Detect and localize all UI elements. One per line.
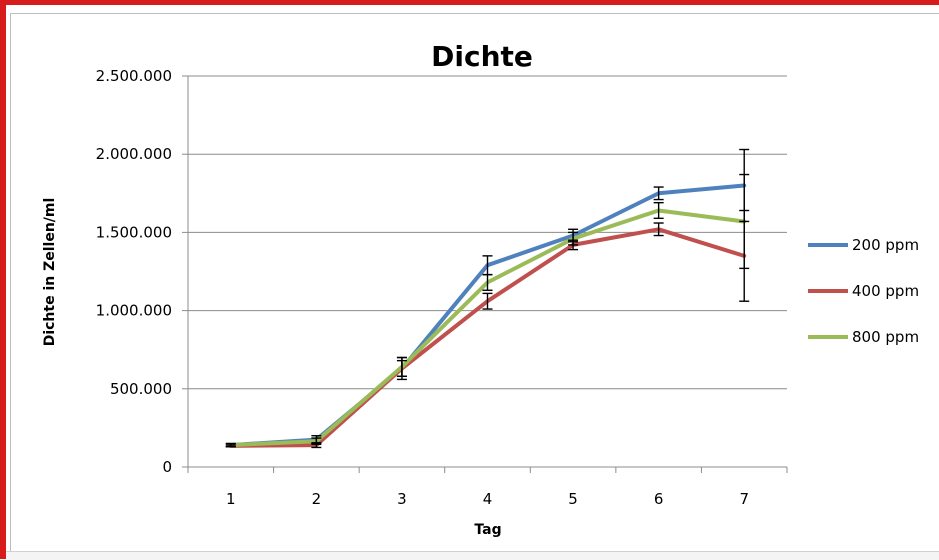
x-tick-label: 1 [226, 490, 236, 508]
error-bars [225, 148, 750, 449]
legend: 200 ppm 400 ppm 800 ppm [808, 236, 919, 346]
x-tick-label: 6 [654, 490, 664, 508]
error-bar [739, 173, 750, 270]
gridlines [182, 75, 788, 473]
error-bar [653, 186, 664, 201]
series-line-200-ppm [228, 183, 747, 448]
x-axis-title: Tag [474, 522, 501, 538]
y-tick-label: 1.500.000 [96, 223, 172, 241]
error-bar [653, 222, 664, 237]
legend-label: 400 ppm [852, 282, 919, 300]
error-bar [482, 273, 493, 291]
chart-title: Dichte [431, 40, 533, 73]
bottom-strip [6, 551, 939, 560]
series-lines [228, 183, 747, 448]
error-bar [568, 231, 579, 246]
error-bar [396, 356, 407, 377]
error-bar [653, 201, 664, 220]
x-axis-ticks: 1 2 3 4 5 6 7 [226, 490, 749, 508]
error-bar [225, 442, 236, 448]
x-tick-label: 4 [483, 490, 493, 508]
y-tick-label: 1.000.000 [96, 302, 172, 320]
y-tick-label: 2.500.000 [96, 67, 172, 85]
y-axis-ticks: 0 500.000 1.000.000 1.500.000 2.000.000 2.500… [96, 67, 172, 476]
x-tick-label: 2 [312, 490, 322, 508]
x-tick-label: 5 [568, 490, 578, 508]
legend-label: 200 ppm [852, 236, 919, 254]
legend-entry: 400 ppm [808, 282, 919, 300]
series-line-800-ppm [228, 208, 747, 448]
y-axis-title: Dichte in Zellen/ml [42, 198, 58, 347]
x-tick-label: 7 [739, 490, 749, 508]
error-bar [482, 292, 493, 310]
legend-entry: 200 ppm [808, 236, 919, 254]
legend-entry: 800 ppm [808, 328, 919, 346]
y-tick-label: 0 [162, 458, 172, 476]
y-tick-label: 500.000 [110, 380, 172, 398]
error-bar [311, 437, 322, 446]
x-tick-label: 3 [397, 490, 407, 508]
y-tick-label: 2.000.000 [96, 145, 172, 163]
legend-label: 800 ppm [852, 328, 919, 346]
